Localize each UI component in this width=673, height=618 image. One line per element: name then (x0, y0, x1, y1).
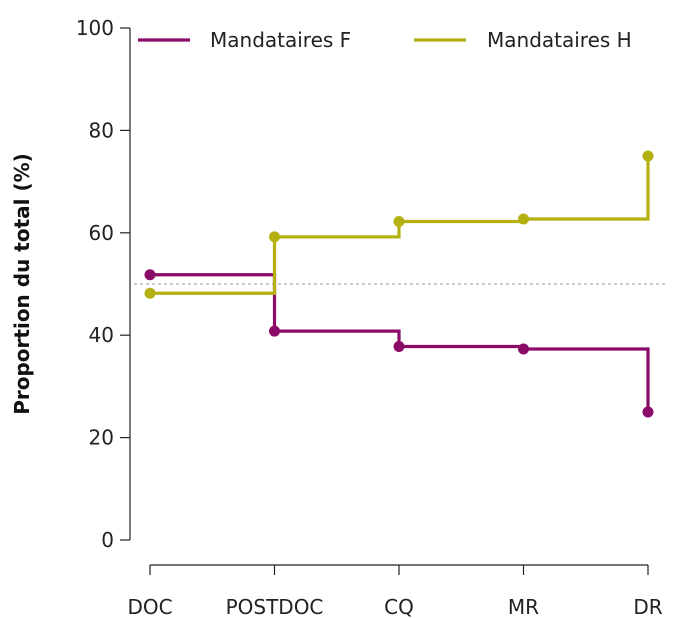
plot-area (134, 150, 668, 418)
x-tick-label: CQ (384, 595, 414, 618)
y-tick-label: 20 (89, 426, 114, 450)
series-2-point (518, 213, 529, 225)
series-1-point (269, 325, 280, 337)
x-tick-label: DOC (127, 595, 172, 618)
y-tick-label: 100 (76, 16, 114, 40)
x-tick-label: DR (633, 595, 662, 618)
series-2-point (144, 287, 156, 299)
y-tick-label: 40 (89, 323, 114, 347)
series-1-point (144, 269, 156, 281)
y-tick-label: 80 (89, 118, 114, 142)
series-1-point (642, 406, 654, 418)
legend-label-1: Mandataires F (210, 28, 351, 52)
legend: Mandataires F Mandataires H (138, 28, 632, 52)
x-tick-label: MR (508, 595, 539, 618)
series-2-point (642, 150, 654, 162)
series-1-point (393, 340, 405, 352)
series-2-point (269, 231, 280, 243)
y-tick-label: 0 (101, 528, 114, 552)
y-tick-label: 60 (89, 221, 114, 245)
y-axis-title: Proportion du total (%) (10, 153, 34, 415)
legend-label-2: Mandataires H (487, 28, 632, 52)
axes: 0 20 40 60 80 100 Proportion du total (%) DOC PO… (10, 16, 663, 618)
series-1-point (518, 343, 529, 355)
series-2-point (393, 216, 405, 228)
x-tick-label: POSTDOC (226, 595, 324, 618)
